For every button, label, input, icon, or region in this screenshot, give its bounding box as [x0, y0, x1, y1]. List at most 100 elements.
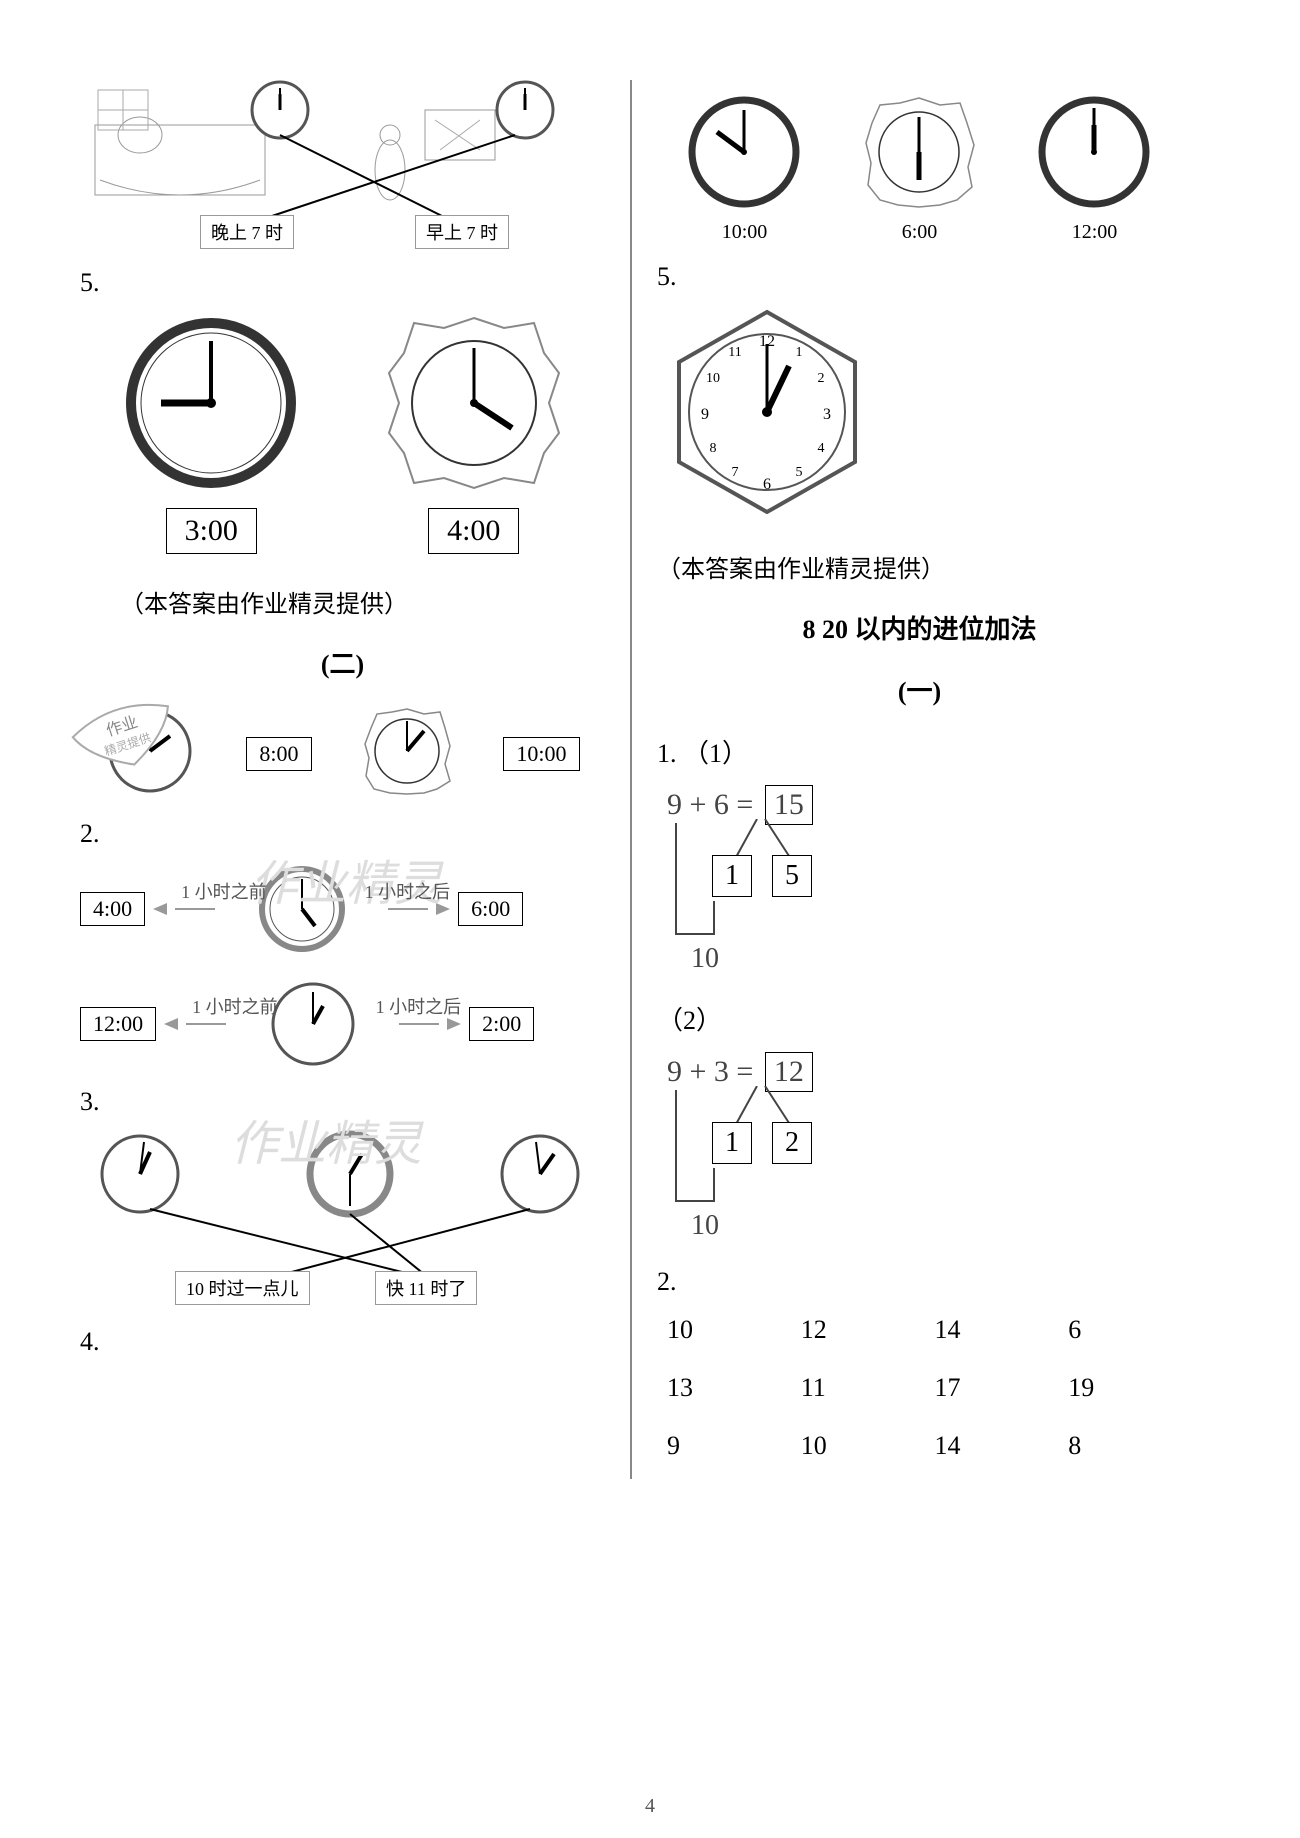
left-column: 晚上 7 时 早上 7 时 5. 3:00	[80, 80, 630, 1479]
svg-text:1: 1	[796, 345, 803, 360]
q3b-area: 作业精灵	[80, 1129, 605, 1309]
q2b-r2-left: 12:00	[80, 1007, 156, 1041]
q5-clock-2: 4:00	[384, 313, 564, 554]
scene-matching: 晚上 7 时 早上 7 时	[80, 80, 605, 250]
q3b-svg	[80, 1129, 620, 1309]
ans-cell: 10	[801, 1431, 905, 1461]
top-clocks-row: 10:00 6:00 12:00	[657, 95, 1182, 244]
ans-cell: 19	[1068, 1373, 1172, 1403]
ten-label: 10	[691, 1210, 719, 1242]
clock-icon	[121, 313, 301, 493]
hex-clock-icon: 12 3 6 9 1 2 4 5 7 8 10 11	[657, 304, 877, 514]
ans-cell: 6	[1068, 1315, 1172, 1345]
svg-text:9: 9	[701, 406, 709, 423]
clock-fancy-icon	[862, 95, 977, 210]
ans-cell: 14	[935, 1431, 1039, 1461]
svg-text:4: 4	[818, 441, 825, 456]
ans-cell: 9	[667, 1431, 771, 1461]
clock-fancy-icon	[384, 313, 564, 493]
top-clock-1: 10:00	[687, 95, 802, 244]
add-diagram-2: 9 + 3 = 12 1 2 10	[667, 1052, 887, 1247]
scene-svg	[80, 80, 620, 250]
arrow-right-icon	[447, 1018, 461, 1030]
svg-text:11: 11	[728, 345, 741, 360]
addend-a: 9	[667, 788, 682, 821]
q2b-r2-lt: 1 小时之前	[192, 993, 278, 1019]
page-number: 4	[645, 1795, 655, 1818]
q5-clocks-row: 3:00 4:00	[80, 313, 605, 554]
hex-clock: 12 3 6 9 1 2 4 5 7 8 10 11	[657, 304, 1182, 519]
q2b-r1-left: 4:00	[80, 892, 145, 926]
svg-text:6: 6	[763, 476, 771, 493]
svg-text:10: 10	[706, 371, 720, 386]
q2b-r1-right: 6:00	[458, 892, 523, 926]
clock-fancy-icon	[362, 706, 452, 796]
add-diagram-1: 9 + 6 = 15 1 5 10	[667, 785, 887, 980]
q1b-time-1: 8:00	[246, 737, 311, 771]
top-time-2: 6:00	[862, 221, 977, 244]
q2b-label: 2.	[80, 819, 605, 849]
q4b-label: 4.	[80, 1327, 605, 1357]
split-left-box: 1	[712, 855, 752, 897]
arrow-right-icon	[436, 903, 450, 915]
q1b-clock-2	[362, 706, 452, 801]
ans-cell: 12	[801, 1315, 905, 1345]
right-column: 10:00 6:00 12:00	[632, 80, 1182, 1479]
q2b-r2-rt: 1 小时之后	[376, 993, 462, 1019]
q3b-label-2: 快 11 时了	[375, 1271, 477, 1305]
q5-time-2: 4:00	[428, 508, 519, 554]
svg-text:7: 7	[732, 465, 739, 480]
svg-text:3: 3	[823, 406, 831, 423]
q2c-label: 2.	[657, 1267, 1182, 1297]
q2b-row-1: 4:00 1 小时之前 1 小时之后 6:00	[80, 864, 605, 954]
ans-cell: 10	[667, 1315, 771, 1345]
section-8-title: 8 20 以内的进位加法	[657, 609, 1182, 646]
scene-label-right: 早上 7 时	[415, 215, 509, 249]
svg-text:2: 2	[818, 371, 825, 386]
ans-cell: 13	[667, 1373, 771, 1403]
addend-b: 6	[714, 788, 729, 821]
ans-cell: 8	[1068, 1431, 1172, 1461]
ans-cell: 11	[801, 1373, 905, 1403]
q5-time-1: 3:00	[166, 508, 257, 554]
split-left-box: 1	[712, 1122, 752, 1164]
split-right-box: 2	[772, 1122, 812, 1164]
ans-cell: 14	[935, 1315, 1039, 1345]
svg-text:5: 5	[796, 465, 803, 480]
q1c-2-label: （2）	[657, 1000, 1182, 1037]
addend-b: 3	[714, 1055, 729, 1088]
answer-grid: 10 12 14 6 13 11 17 19 9 10 14 8	[667, 1315, 1172, 1461]
svg-text:8: 8	[710, 441, 717, 456]
sub-1-title: (一)	[657, 671, 1182, 708]
ten-label: 10	[691, 943, 719, 975]
q2b-r2-right: 2:00	[469, 1007, 534, 1041]
q5r-label: 5.	[657, 262, 1182, 292]
q1b-time-2: 10:00	[503, 737, 579, 771]
note-right: （本答案由作业精灵提供）	[657, 549, 1182, 584]
ans-cell: 17	[935, 1373, 1039, 1403]
split-right-box: 5	[772, 855, 812, 897]
addend-a: 9	[667, 1055, 682, 1088]
q2b-row-2: 12:00 1 小时之前 1 小时之后 2:00	[80, 979, 605, 1069]
top-clock-2: 6:00	[862, 95, 977, 244]
q2b-r1-lt: 1 小时之前	[181, 878, 267, 904]
clock-icon	[1037, 95, 1152, 210]
q5-clock-1: 3:00	[121, 313, 301, 554]
arrow-left-icon	[153, 903, 167, 915]
section-2-title: (二)	[80, 644, 605, 681]
q1c-label: 1. （1）	[657, 733, 1182, 770]
q2b-r1-rt: 1 小时之后	[365, 878, 451, 904]
clock-icon	[687, 95, 802, 210]
q3b-label: 3.	[80, 1087, 605, 1117]
q3b-label-1: 10 时过一点儿	[175, 1271, 310, 1305]
clock-icon	[268, 979, 358, 1069]
clock-icon	[257, 864, 347, 954]
scene-label-left: 晚上 7 时	[200, 215, 294, 249]
top-time-3: 12:00	[1037, 221, 1152, 244]
q5-label: 5.	[80, 268, 605, 298]
arrow-left-icon	[164, 1018, 178, 1030]
page: 晚上 7 时 早上 7 时 5. 3:00	[0, 0, 1300, 1529]
note-left: （本答案由作业精灵提供）	[120, 584, 605, 619]
top-clock-3: 12:00	[1037, 95, 1152, 244]
top-time-1: 10:00	[687, 221, 802, 244]
